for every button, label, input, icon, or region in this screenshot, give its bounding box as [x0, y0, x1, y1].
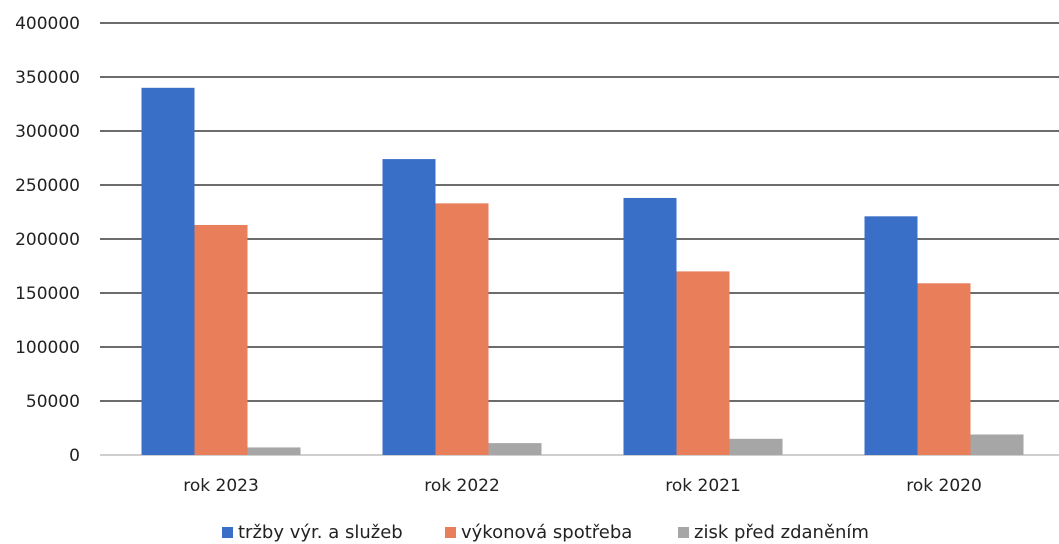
- y-tick-label: 0: [69, 446, 80, 466]
- y-tick-label: 200000: [15, 230, 80, 250]
- bar: [676, 271, 730, 455]
- bar: [623, 197, 677, 455]
- bar: [729, 438, 783, 455]
- bars: [141, 87, 1024, 456]
- y-tick-label: 50000: [26, 392, 80, 412]
- bar: [194, 224, 248, 455]
- bar: [917, 283, 971, 455]
- legend-label: výkonová spotřeba: [461, 522, 632, 543]
- legend-label: tržby výr. a služeb: [238, 522, 403, 543]
- bar: [864, 216, 918, 455]
- y-tick-label: 100000: [15, 338, 80, 358]
- x-tick-label: rok 2022: [424, 476, 500, 496]
- legend-label: zisk před zdaněním: [694, 522, 869, 543]
- legend-swatch: [678, 527, 689, 538]
- x-axis-labels: rok 2023 rok 2022 rok 2021 rok 2020: [183, 476, 982, 496]
- gridlines: [100, 22, 1059, 456]
- bar: [970, 434, 1024, 455]
- y-tick-label: 400000: [15, 14, 80, 34]
- y-tick-label: 300000: [15, 122, 80, 142]
- x-tick-label: rok 2023: [183, 476, 259, 496]
- y-tick-label: 150000: [15, 284, 80, 304]
- legend-swatch: [445, 527, 456, 538]
- legend-swatch: [222, 527, 233, 538]
- y-axis-ticks: 0 50000 100000 150000 200000 250000 300000 3500…: [15, 14, 80, 466]
- bar: [247, 447, 301, 455]
- bar: [435, 203, 489, 455]
- y-tick-label: 250000: [15, 176, 80, 196]
- bar: [488, 443, 542, 455]
- bar: [141, 87, 195, 456]
- y-tick-label: 350000: [15, 68, 80, 88]
- x-tick-label: rok 2021: [665, 476, 741, 496]
- legend: tržby výr. a služeb výkonová spotřeba zisk…: [222, 522, 869, 543]
- x-tick-label: rok 2020: [906, 476, 982, 496]
- bar: [382, 159, 436, 455]
